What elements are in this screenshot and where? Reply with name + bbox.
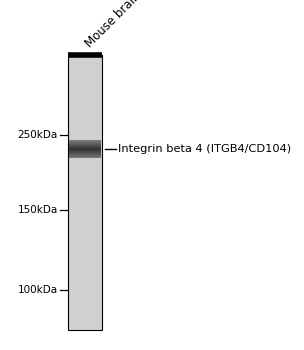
Bar (69, 155, 101, 156)
Bar (69, 149, 101, 150)
Bar (69, 157, 101, 158)
Bar (69, 153, 101, 154)
Bar (69, 144, 101, 145)
Bar (69, 154, 101, 155)
Bar (69, 145, 101, 146)
Bar (69, 141, 101, 142)
Bar (68, 55, 102, 330)
Bar (69, 151, 101, 152)
Text: 100kDa: 100kDa (18, 285, 58, 295)
Bar (69, 148, 101, 149)
Bar (69, 156, 101, 157)
Text: 250kDa: 250kDa (18, 130, 58, 140)
Bar (69, 150, 101, 151)
Text: Integrin beta 4 (ITGB4/CD104): Integrin beta 4 (ITGB4/CD104) (118, 144, 291, 154)
Bar (69, 147, 101, 148)
Bar (69, 142, 101, 143)
Text: Mouse brain: Mouse brain (83, 0, 143, 50)
Text: 150kDa: 150kDa (18, 205, 58, 215)
Bar (69, 152, 101, 153)
Bar (69, 140, 101, 141)
Bar (69, 146, 101, 147)
